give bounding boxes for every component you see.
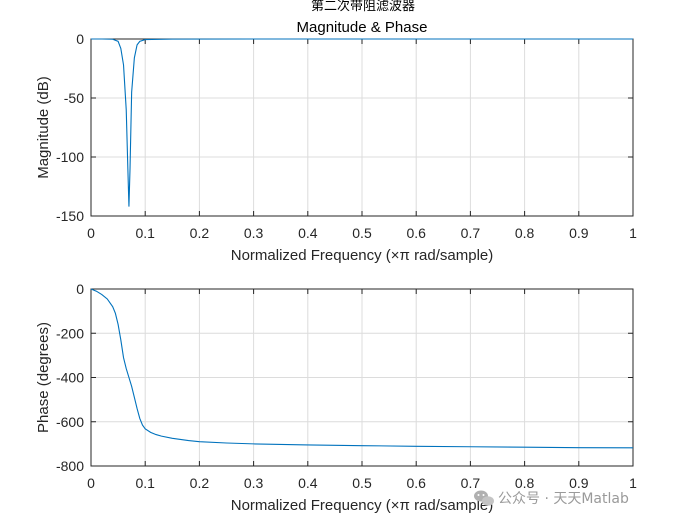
magnitude-axes: 0 0.1 0.2 0.3 0.4 0.5 0.6 0.7 0.8 0.9 1 0 -50 -100 -15… — [35, 19, 637, 264]
phase-x-tick-label: 0.8 — [515, 475, 535, 491]
watermark-text: 公众号 · 天天Matlab — [498, 491, 629, 507]
magnitude-x-tick-label: 0.9 — [569, 225, 589, 241]
phase-y-tick-label: -800 — [56, 458, 84, 474]
magnitude-response-line — [91, 38, 633, 207]
magnitude-x-tick-label: 0.2 — [190, 225, 210, 241]
magnitude-x-tick-label: 0 — [87, 225, 95, 241]
phase-y-tick-label: -400 — [56, 370, 84, 386]
phase-x-axis-label: Normalized Frequency (×π rad/sample) — [231, 497, 494, 514]
phase-response-line — [90, 288, 634, 449]
magnitude-x-tick-label: 0.7 — [461, 225, 481, 241]
magnitude-axes-title: Magnitude & Phase — [297, 19, 428, 36]
phase-axes: 0 0.1 0.2 0.3 0.4 0.5 0.6 0.7 0.8 0.9 1 0 -200 -400 -6… — [35, 281, 637, 514]
phase-x-tick-label: 0.4 — [298, 475, 318, 491]
phase-x-tick-label: 0.1 — [135, 475, 155, 491]
magnitude-y-tick-label: -150 — [56, 208, 84, 224]
magnitude-x-tick-label: 0.8 — [515, 225, 535, 241]
phase-y-axis-label: Phase (degrees) — [35, 322, 52, 433]
magnitude-x-tick-label: 0.5 — [352, 225, 372, 241]
phase-x-tick-label: 0.2 — [190, 475, 210, 491]
figure-title: 第二次带阻滤波器 — [311, 0, 415, 14]
magnitude-y-tick-label: -100 — [56, 149, 84, 165]
magnitude-x-tick-label: 1 — [629, 225, 637, 241]
phase-x-tick-label: 0.6 — [406, 475, 426, 491]
wechat-icon — [474, 490, 494, 506]
phase-x-tick-label: 1 — [629, 475, 637, 491]
magnitude-x-tick-label: 0.4 — [298, 225, 318, 241]
phase-x-tick-label: 0 — [87, 475, 95, 491]
magnitude-y-axis-label: Magnitude (dB) — [35, 76, 52, 179]
magnitude-y-tick-label: 0 — [76, 31, 84, 47]
phase-y-tick-label: 0 — [76, 281, 84, 297]
phase-x-tick-label: 0.3 — [244, 475, 264, 491]
magnitude-x-tick-label: 0.1 — [135, 225, 155, 241]
magnitude-y-tick-label: -50 — [64, 90, 84, 106]
magnitude-x-axis-label: Normalized Frequency (×π rad/sample) — [231, 247, 494, 264]
phase-x-tick-label: 0.5 — [352, 475, 372, 491]
watermark: 公众号 · 天天Matlab — [474, 490, 629, 507]
phase-x-tick-label: 0.7 — [461, 475, 481, 491]
phase-y-tick-label: -200 — [56, 325, 84, 341]
magnitude-x-tick-label: 0.6 — [406, 225, 426, 241]
phase-y-tick-label: -600 — [56, 414, 84, 430]
magnitude-x-tick-label: 0.3 — [244, 225, 264, 241]
phase-x-tick-label: 0.9 — [569, 475, 589, 491]
